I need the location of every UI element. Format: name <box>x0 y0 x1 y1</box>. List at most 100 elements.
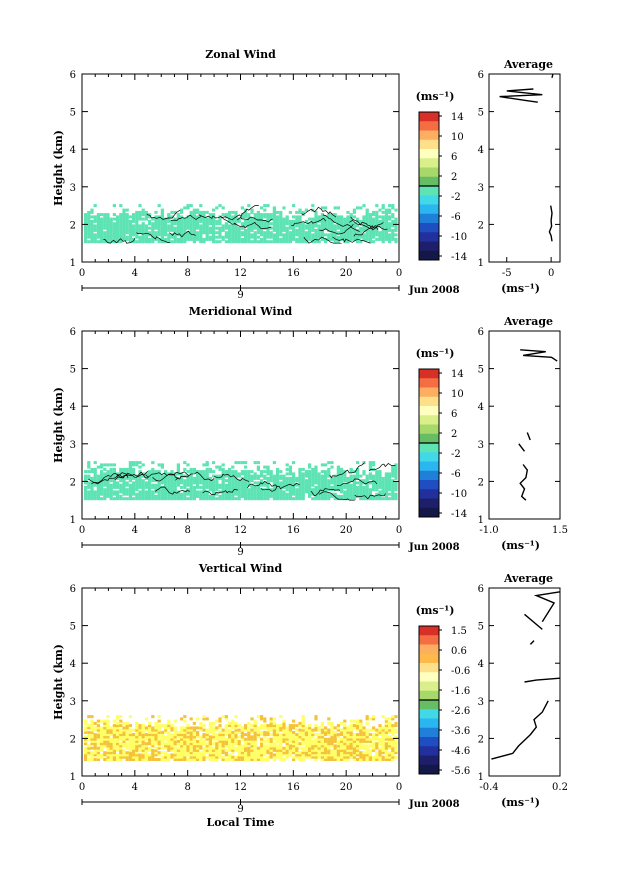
field-cell <box>298 240 302 244</box>
field-cell <box>336 224 340 228</box>
field-cell <box>180 728 184 732</box>
field-cell <box>394 730 398 734</box>
colorbar-swatch <box>419 681 439 692</box>
field-cell <box>189 228 193 232</box>
field-cell <box>154 497 158 501</box>
field-cell <box>109 755 113 759</box>
field-cell <box>352 753 356 757</box>
field-cell <box>208 479 212 483</box>
field-cell <box>365 497 369 501</box>
field-cell <box>100 240 104 244</box>
field-cell <box>359 753 363 757</box>
field-cell <box>349 237 353 241</box>
field-cell <box>352 224 356 228</box>
field-cell <box>212 492 216 496</box>
field-cell <box>311 204 315 208</box>
field-cell <box>176 222 180 226</box>
field-cell <box>295 488 299 492</box>
field-cell <box>167 235 171 239</box>
field-cell <box>90 753 94 757</box>
field-cell <box>192 739 196 743</box>
field-cell <box>256 474 260 478</box>
field-cell <box>276 751 280 755</box>
field-cell <box>90 237 94 241</box>
field-cell <box>100 213 104 217</box>
field-cell <box>381 235 385 239</box>
field-cell <box>231 485 235 489</box>
field-cell <box>394 721 398 725</box>
field-cell <box>151 751 155 755</box>
field-cell <box>282 497 286 501</box>
field-cell <box>333 479 337 483</box>
field-cell <box>346 215 350 219</box>
field-cell <box>388 474 392 478</box>
field-cell <box>148 240 152 244</box>
field-cell <box>221 479 225 483</box>
field-cell <box>167 748 171 752</box>
field-cell <box>356 472 360 476</box>
field-cell <box>311 483 315 487</box>
field-cell <box>106 219 110 223</box>
field-cell <box>372 726 376 730</box>
field-cell <box>356 737 360 741</box>
field-cell <box>253 481 257 485</box>
field-cell <box>391 237 395 241</box>
field-cell <box>263 744 267 748</box>
field-cell <box>84 228 88 232</box>
field-cell <box>292 228 296 232</box>
field-cell <box>356 733 360 737</box>
field-cell <box>250 474 254 478</box>
field-cell <box>148 755 152 759</box>
field-cell <box>292 219 296 223</box>
y-tick-label: 2 <box>70 477 76 488</box>
field-cell <box>260 228 264 232</box>
field-cell <box>352 479 356 483</box>
field-cell <box>170 224 174 228</box>
field-cell <box>208 217 212 221</box>
field-cell <box>125 758 129 761</box>
field-cell <box>276 492 280 496</box>
field-cell <box>272 210 276 214</box>
field-cell <box>346 235 350 239</box>
field-cell <box>164 483 168 487</box>
field-cell <box>285 231 289 235</box>
field-cell <box>100 742 104 746</box>
field-cell <box>372 224 376 228</box>
field-cell <box>340 730 344 734</box>
field-cell <box>218 737 222 741</box>
field-cell <box>285 733 289 737</box>
field-cell <box>247 231 251 235</box>
field-cell <box>285 463 289 467</box>
field-cell <box>212 213 216 217</box>
field-cell <box>292 739 296 743</box>
field-cell <box>228 215 232 219</box>
field-cell <box>295 210 299 214</box>
field-cell <box>279 226 283 230</box>
field-cell <box>109 240 113 244</box>
field-cell <box>384 231 388 235</box>
field-cell <box>132 467 136 471</box>
field-cell <box>253 494 257 498</box>
field-cell <box>135 210 139 214</box>
colorbar-tick-label: 14 <box>451 112 464 123</box>
field-cell <box>256 222 260 226</box>
field-cell <box>218 751 222 755</box>
field-cell <box>135 748 139 752</box>
field-cell <box>106 237 110 241</box>
field-cell <box>237 492 241 496</box>
field-cell <box>128 470 132 474</box>
field-cell <box>304 224 308 228</box>
field-cell <box>301 222 305 226</box>
field-cell <box>84 494 88 498</box>
field-cell <box>93 467 97 471</box>
field-cell <box>365 226 369 230</box>
field-cell <box>84 481 88 485</box>
field-cell <box>202 755 206 759</box>
field-cell <box>154 494 158 498</box>
field-cell <box>279 753 283 757</box>
field-cell <box>228 481 232 485</box>
field-cell <box>295 733 299 737</box>
field-cell <box>317 742 321 746</box>
field-cell <box>122 485 126 489</box>
field-cell <box>324 758 328 761</box>
